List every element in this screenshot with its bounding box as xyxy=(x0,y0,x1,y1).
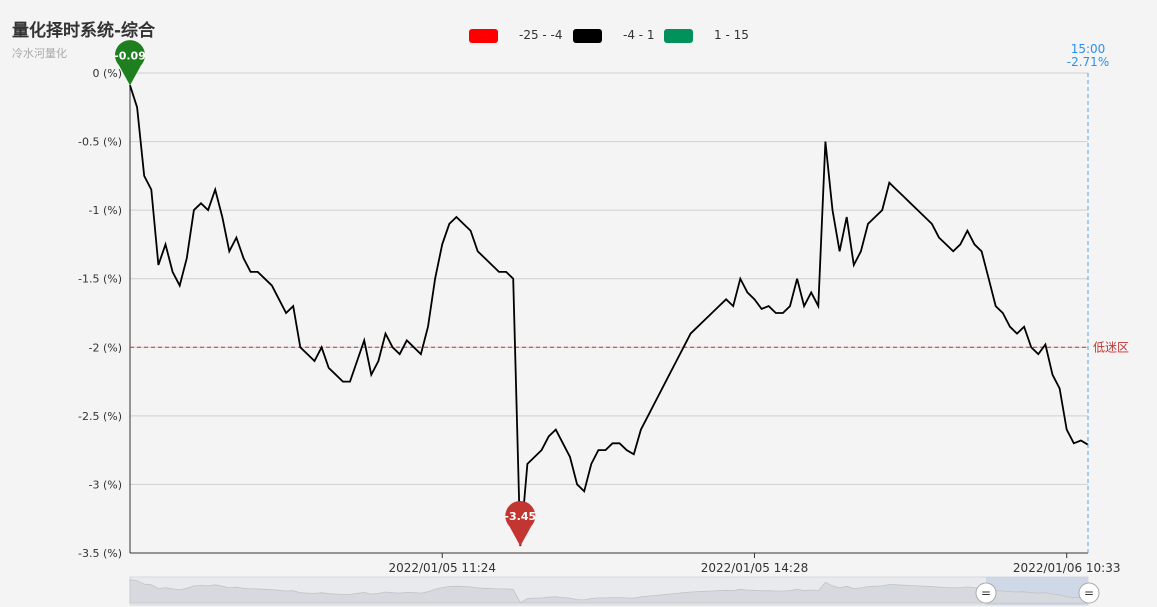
y-tick-label: -3.5 (%) xyxy=(78,547,122,560)
x-axis: 2022/01/05 11:24 2022/01/05 14:28 2022/01/… xyxy=(388,553,1121,575)
grid-lines xyxy=(130,72,1088,554)
chart-title: 量化择时系统-综合 xyxy=(12,21,156,41)
legend-swatch-2 xyxy=(573,29,602,43)
end-time-label: 15:00 xyxy=(1071,42,1106,56)
legend-label-2: -4 - 1 xyxy=(623,28,655,42)
datazoom-preview xyxy=(129,579,1089,604)
x-tick-label: 2022/01/06 10:33 xyxy=(1013,561,1121,575)
y-tick-label: -3 (%) xyxy=(89,478,123,491)
datazoom-start-handle[interactable]: = xyxy=(975,582,997,604)
y-tick-label: 0 (%) xyxy=(92,67,122,80)
chart-subtitle: 冷水河量化 xyxy=(12,47,67,60)
start-value-marker[interactable]: -0.09 xyxy=(114,40,146,86)
min-marker-pin xyxy=(505,500,536,547)
y-tick-label: -2.5 (%) xyxy=(78,410,122,423)
x-tick-label: 2022/01/05 14:28 xyxy=(701,561,809,575)
legend-label-3: 1 - 15 xyxy=(714,28,749,42)
datazoom-end-handle[interactable]: = xyxy=(1078,582,1100,604)
x-tick-label: 2022/01/05 11:24 xyxy=(388,561,496,575)
y-tick-label: -1 (%) xyxy=(89,204,123,217)
legend-swatch-1 xyxy=(469,29,498,43)
y-tick-label: -2 (%) xyxy=(89,341,123,354)
handle-circle-start xyxy=(975,582,997,604)
min-value-marker[interactable]: -3.45 xyxy=(504,500,536,547)
legend-label-1: -25 - -4 xyxy=(519,28,563,42)
min-marker-label: -3.45 xyxy=(504,510,536,523)
y-tick-label: -0.5 (%) xyxy=(78,136,122,149)
y-tick-label: -1.5 (%) xyxy=(78,273,122,286)
y-axis-labels: 0 (%) -0.5 (%) -1 (%) -1.5 (%) -2 (%) -2.5 (%… xyxy=(78,67,122,560)
series-line[interactable] xyxy=(129,85,1089,547)
handle-circle-end xyxy=(1078,582,1100,604)
handle-icon-end: = xyxy=(1084,586,1094,600)
end-value-label: -2.71% xyxy=(1067,55,1109,69)
legend-swatch-3 xyxy=(664,29,693,43)
start-marker-label: -0.09 xyxy=(114,49,146,62)
low-zone-label: 低迷区 xyxy=(1093,340,1129,354)
start-marker-pin xyxy=(115,40,146,86)
handle-icon-start: = xyxy=(981,586,991,600)
